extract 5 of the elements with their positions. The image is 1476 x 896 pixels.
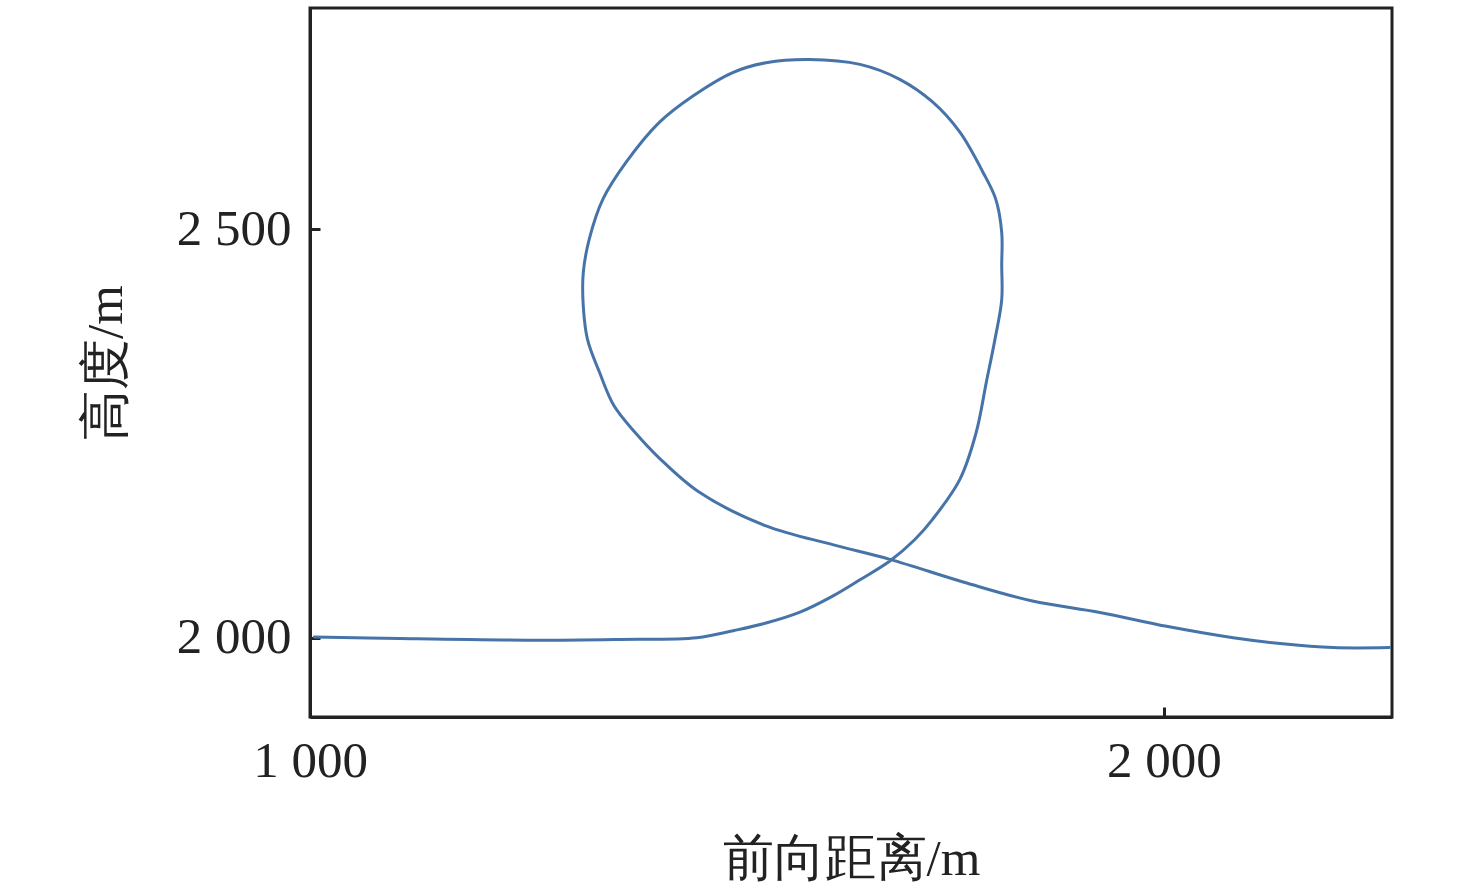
y-tick-label: 2 500 xyxy=(176,199,292,256)
y-axis-title: 高度/m xyxy=(76,285,133,441)
x-axis-title: 前向距离/m xyxy=(722,829,981,886)
x-tick-label: 1 000 xyxy=(253,731,368,788)
line-series xyxy=(312,57,1391,650)
